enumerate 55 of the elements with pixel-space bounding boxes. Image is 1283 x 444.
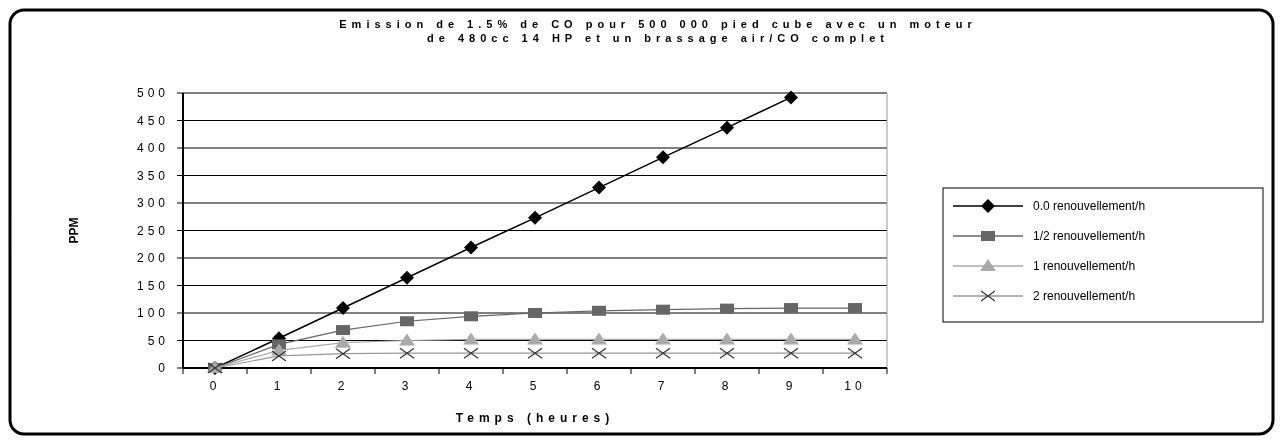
y-tick-label: 150 xyxy=(136,278,169,293)
text: 0.0 renouvellement/h xyxy=(1033,199,1146,213)
point xyxy=(336,301,350,316)
x-tick-label: 9 xyxy=(785,379,797,393)
y-tick-label: 0 xyxy=(158,361,169,375)
point xyxy=(400,316,414,327)
y-tick-label: 100 xyxy=(136,306,169,320)
y-tick-label: 200 xyxy=(136,251,169,265)
y-tick-label: 400 xyxy=(136,141,169,155)
y-tick-label: 300 xyxy=(136,196,169,210)
point xyxy=(591,332,607,345)
point xyxy=(848,303,862,314)
chart-title: Emission de 1.5% de CO pour 500 000 pied cube avec un moteur de 480cc 14 HP et un brassage air/CO complet xyxy=(339,18,977,44)
point xyxy=(655,332,671,345)
point xyxy=(783,332,799,345)
y-tick-label: 450 xyxy=(136,113,169,128)
point xyxy=(528,210,542,225)
text: 1/2 renouvellement/h xyxy=(1033,229,1146,243)
point xyxy=(847,332,863,345)
y-axis-title: PPM xyxy=(67,217,81,244)
y-tick-label: 500 xyxy=(136,86,169,100)
x-tick-label: 1 xyxy=(273,379,285,393)
x-tick-label: 2 xyxy=(337,379,349,393)
point xyxy=(656,150,670,165)
text: 1 renouvellement/h xyxy=(1033,259,1136,273)
point xyxy=(528,308,542,318)
x-tick-label: 8 xyxy=(721,379,733,393)
point xyxy=(656,304,670,315)
x-tick-label: 5 xyxy=(529,379,541,393)
point xyxy=(720,303,734,314)
point xyxy=(592,305,606,316)
x-axis-title: Temps (heures) xyxy=(455,411,615,425)
point xyxy=(336,325,350,336)
x-tick-label: 4 xyxy=(465,379,477,393)
x-tick-label: 3 xyxy=(401,379,413,393)
point xyxy=(527,332,543,345)
point xyxy=(335,335,351,348)
text: 2 renouvellement/h xyxy=(1033,289,1136,303)
point xyxy=(720,120,734,135)
point xyxy=(400,270,414,285)
point xyxy=(784,303,798,314)
point xyxy=(464,240,478,255)
x-tick-label: 10 xyxy=(844,379,866,393)
y-tick-label: 350 xyxy=(136,168,169,183)
point xyxy=(592,180,606,195)
x-tick-label: 7 xyxy=(657,379,669,393)
point xyxy=(719,332,735,345)
y-tick-label: 50 xyxy=(147,333,169,348)
x-tick-label: 0 xyxy=(209,379,221,393)
point xyxy=(464,311,478,322)
x-tick-label: 6 xyxy=(593,379,605,393)
y-tick-label: 250 xyxy=(136,223,169,238)
point xyxy=(463,332,479,345)
point xyxy=(399,333,415,346)
point xyxy=(784,90,798,105)
